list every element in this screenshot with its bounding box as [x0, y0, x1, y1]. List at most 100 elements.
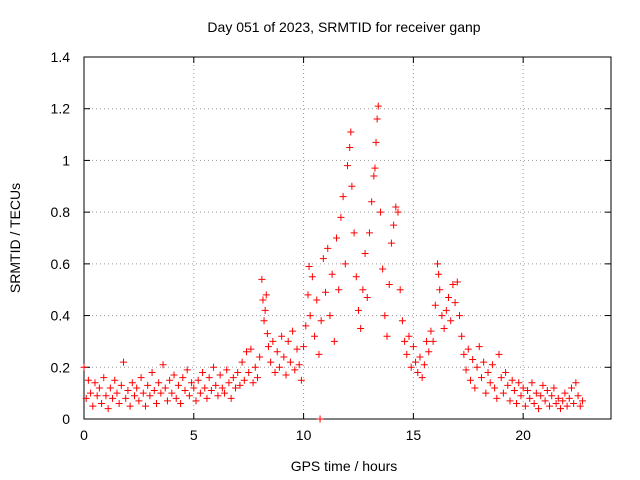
data-point-marker — [561, 389, 569, 397]
data-point-marker — [163, 397, 171, 405]
data-point-marker — [196, 389, 204, 397]
data-point-marker — [84, 376, 92, 384]
data-point-marker — [225, 379, 233, 387]
data-point-marker — [236, 381, 244, 389]
data-point-marker — [179, 374, 187, 382]
data-point-marker — [170, 371, 178, 379]
data-point-marker — [524, 387, 532, 395]
data-point-marker — [273, 348, 281, 356]
data-point-marker — [306, 312, 314, 320]
data-point-marker — [519, 384, 527, 392]
data-point-marker — [319, 255, 327, 263]
data-point-marker — [80, 363, 88, 371]
data-point-marker — [157, 389, 165, 397]
data-point-marker — [445, 293, 453, 301]
x-tick-label: 0 — [80, 427, 88, 443]
x-tick-label: 20 — [515, 427, 531, 443]
data-point-marker — [401, 337, 409, 345]
data-point-marker — [574, 392, 582, 400]
data-point-marker — [431, 301, 439, 309]
data-point-marker — [192, 397, 200, 405]
data-point-marker — [371, 164, 379, 172]
data-point-marker — [451, 299, 459, 307]
data-point-marker — [194, 376, 202, 384]
data-point-marker — [282, 371, 290, 379]
data-point-marker — [491, 384, 499, 392]
data-point-marker — [286, 358, 294, 366]
data-point-marker — [214, 392, 222, 400]
data-point-marker — [297, 376, 305, 384]
data-point-marker — [387, 239, 395, 247]
data-point-marker — [284, 337, 292, 345]
data-point-marker — [537, 392, 545, 400]
data-point-marker — [330, 337, 338, 345]
data-point-marker — [335, 286, 343, 294]
data-point-marker — [341, 260, 349, 268]
data-point-marker — [144, 381, 152, 389]
data-point-marker — [348, 182, 356, 190]
data-point-marker — [317, 317, 325, 325]
data-point-marker — [278, 332, 286, 340]
data-point-marker — [305, 262, 313, 270]
data-point-marker — [521, 402, 529, 410]
data-point-marker — [89, 402, 97, 410]
data-point-marker — [201, 384, 209, 392]
data-point-marker — [473, 363, 481, 371]
data-point-marker — [394, 208, 402, 216]
data-point-marker — [412, 358, 420, 366]
data-point-marker — [344, 162, 351, 170]
data-point-marker — [504, 381, 512, 389]
data-point-marker — [370, 172, 378, 180]
data-point-marker — [113, 389, 121, 397]
data-point-marker — [526, 394, 534, 402]
y-tick-label: 0.4 — [51, 308, 71, 324]
data-point-marker — [126, 402, 134, 410]
data-point-marker — [295, 361, 303, 369]
data-point-marker — [570, 399, 578, 407]
data-point-marker — [469, 356, 477, 364]
data-point-marker — [262, 291, 270, 299]
data-point-marker — [104, 405, 112, 413]
data-point-marker — [495, 350, 503, 358]
x-tick-label: 15 — [406, 427, 422, 443]
y-axis-label: SRMTID / TECUs — [7, 183, 23, 293]
data-point-marker — [403, 350, 411, 358]
data-point-marker — [87, 389, 95, 397]
data-point-marker — [280, 353, 288, 361]
data-point-marker — [141, 402, 149, 410]
data-point-marker — [352, 273, 360, 281]
data-point-marker — [302, 322, 310, 330]
data-point-marker — [506, 397, 514, 405]
data-point-marker — [416, 353, 424, 361]
data-point-marker — [91, 379, 99, 387]
data-point-marker — [361, 250, 369, 258]
data-point-marker — [260, 317, 268, 325]
data-point-marker — [137, 374, 145, 382]
data-point-marker — [328, 270, 336, 278]
data-point-marker — [453, 278, 461, 286]
data-point-marker — [550, 384, 558, 392]
data-point-marker — [232, 384, 240, 392]
data-point-marker — [427, 327, 435, 335]
data-point-marker — [120, 358, 128, 366]
data-point-marker — [258, 275, 266, 283]
data-point-marker — [227, 394, 235, 402]
data-point-marker — [245, 368, 253, 376]
data-point-marker — [98, 399, 106, 407]
data-point-marker — [111, 376, 119, 384]
data-point-marker — [315, 350, 323, 358]
data-point-marker — [333, 234, 341, 242]
data-point-marker — [464, 345, 472, 353]
data-point-marker — [223, 366, 231, 374]
data-point-marker — [480, 358, 488, 366]
y-tick-label: 0.6 — [51, 256, 71, 272]
axis-ticks: 0 5 10 15 20 0 0.2 0.4 0.6 0.8 1 1.2 1.4 — [51, 49, 611, 443]
data-point-marker — [240, 376, 248, 384]
data-point-marker — [405, 332, 413, 340]
data-point-marker — [122, 394, 130, 402]
data-point-marker — [559, 397, 567, 405]
data-point-marker — [576, 402, 584, 410]
data-point-marker — [269, 337, 277, 345]
data-point-marker — [150, 387, 158, 395]
data-point-marker — [435, 270, 443, 278]
